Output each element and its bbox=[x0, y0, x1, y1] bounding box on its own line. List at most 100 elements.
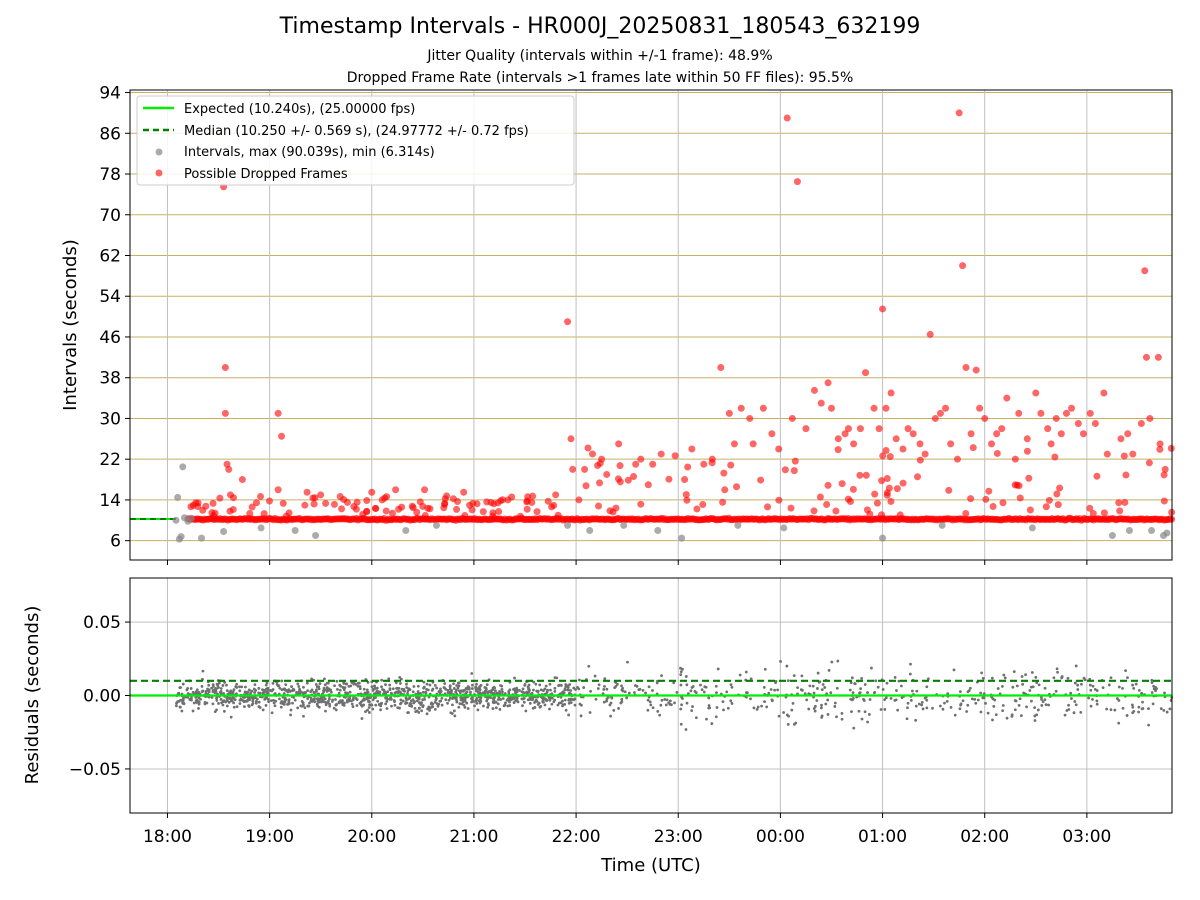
dropped-frame-point bbox=[1026, 506, 1034, 514]
residual-point bbox=[1116, 697, 1119, 700]
dropped-frame-point bbox=[582, 482, 590, 490]
residual-point bbox=[538, 683, 542, 687]
residual-point bbox=[745, 691, 749, 695]
residual-point bbox=[835, 686, 839, 690]
residual-point bbox=[414, 710, 418, 714]
residual-point bbox=[456, 681, 460, 685]
residual-point bbox=[358, 701, 362, 705]
dropped-frame-point bbox=[1047, 440, 1055, 448]
residual-point bbox=[860, 676, 864, 680]
residual-point bbox=[726, 706, 730, 710]
interval-point bbox=[1163, 529, 1171, 537]
residual-point bbox=[450, 712, 454, 715]
dropped-frame-point bbox=[279, 499, 287, 507]
dropped-frame-point bbox=[1116, 507, 1124, 515]
residual-point bbox=[820, 714, 824, 718]
residual-point bbox=[222, 692, 226, 695]
residual-point bbox=[792, 722, 796, 726]
x-tick-label: 20:00 bbox=[347, 827, 396, 847]
residual-point bbox=[749, 677, 753, 681]
residual-point bbox=[965, 710, 969, 713]
dropped-frame-point bbox=[976, 404, 984, 412]
residual-point bbox=[512, 696, 516, 700]
residual-point bbox=[502, 704, 506, 708]
residual-point bbox=[986, 711, 990, 715]
dropped-frame-point bbox=[989, 503, 997, 511]
residual-point bbox=[232, 705, 236, 709]
residual-point bbox=[658, 713, 662, 717]
residual-point bbox=[426, 688, 430, 692]
residual-point bbox=[316, 704, 320, 708]
residual-point bbox=[684, 675, 688, 678]
residual-point bbox=[288, 689, 292, 693]
dropped-frame-point bbox=[866, 510, 874, 518]
residual-point bbox=[656, 709, 660, 713]
residual-point bbox=[508, 696, 512, 700]
residual-point bbox=[440, 696, 444, 700]
residual-point bbox=[543, 703, 547, 707]
residual-point bbox=[313, 691, 316, 695]
residual-point bbox=[356, 684, 360, 688]
residual-point bbox=[691, 705, 694, 708]
dropped-frame-point bbox=[959, 262, 967, 270]
residual-point bbox=[813, 704, 817, 708]
residual-point bbox=[190, 696, 193, 700]
residual-point bbox=[1024, 673, 1028, 677]
residual-point bbox=[269, 699, 273, 703]
residual-point bbox=[638, 687, 642, 691]
residual-point bbox=[830, 660, 834, 664]
residual-point bbox=[297, 685, 301, 688]
residual-point bbox=[958, 690, 962, 694]
residual-point bbox=[1109, 708, 1113, 712]
residual-point bbox=[1121, 686, 1124, 690]
residual-point bbox=[494, 706, 498, 710]
residual-point bbox=[471, 683, 474, 687]
residual-point bbox=[1035, 681, 1039, 685]
residual-point bbox=[266, 698, 270, 701]
dropped-frame-point bbox=[972, 366, 980, 374]
residual-point bbox=[474, 685, 478, 689]
intervals-y-tick-label: 62 bbox=[99, 246, 121, 266]
residual-point bbox=[416, 692, 420, 695]
dropped-frame-point bbox=[768, 430, 776, 438]
dropped-frame-point bbox=[278, 432, 286, 440]
dropped-frame-point bbox=[981, 414, 989, 422]
residual-point bbox=[284, 698, 288, 702]
residual-point bbox=[896, 708, 900, 712]
legend-expected-label: Expected (10.240s), (25.00000 fps) bbox=[184, 102, 415, 117]
residual-point bbox=[313, 700, 317, 704]
dropped-frame-point bbox=[931, 414, 939, 422]
residual-point bbox=[826, 713, 830, 716]
residuals-panel: 0.05 0.00 −0.05 18:00 19:00 20:00 21:00 22:00 2… bbox=[22, 577, 1174, 876]
residual-point bbox=[374, 696, 377, 699]
residual-point bbox=[1034, 675, 1038, 679]
residual-point bbox=[246, 690, 249, 694]
dropped-frame-point bbox=[1103, 450, 1111, 458]
residual-point bbox=[225, 683, 228, 687]
residual-point bbox=[966, 690, 970, 694]
residual-point bbox=[356, 681, 360, 685]
residual-point bbox=[374, 692, 378, 695]
residual-point bbox=[899, 684, 903, 688]
residual-point bbox=[386, 697, 390, 701]
interval-point bbox=[654, 526, 662, 534]
residual-point bbox=[197, 690, 201, 694]
residual-point bbox=[484, 689, 487, 693]
interval-point bbox=[1108, 532, 1116, 540]
residual-point bbox=[535, 689, 539, 693]
residual-point bbox=[527, 683, 531, 687]
dropped-frame-point bbox=[1086, 409, 1094, 417]
dropped-frame-point bbox=[216, 494, 224, 502]
residual-point bbox=[460, 702, 464, 706]
residual-point bbox=[1054, 689, 1058, 693]
residual-point bbox=[334, 698, 337, 701]
residual-point bbox=[422, 686, 425, 690]
dropped-frame-point bbox=[483, 498, 491, 506]
dropped-frame-point bbox=[793, 178, 801, 186]
residual-point bbox=[1117, 699, 1121, 702]
residual-point bbox=[1010, 715, 1014, 718]
residual-point bbox=[373, 686, 377, 690]
residual-point bbox=[496, 698, 500, 701]
residual-point bbox=[420, 709, 424, 713]
dropped-frame-point bbox=[596, 479, 604, 487]
